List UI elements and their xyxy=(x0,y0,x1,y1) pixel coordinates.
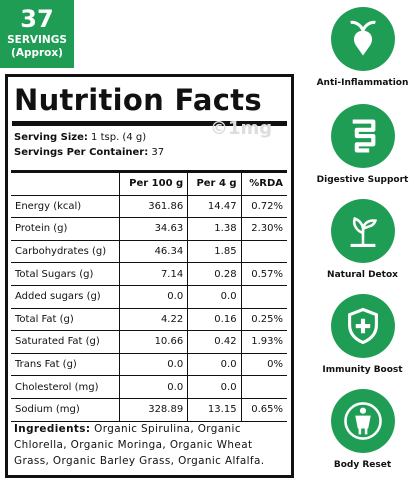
cell-value: 4.22 xyxy=(118,307,189,332)
header-row: Per 100 g Per 4 g %RDA xyxy=(11,170,287,196)
nutrient-name: Sodium (mg) xyxy=(11,397,120,422)
cell-value: 46.34 xyxy=(118,239,189,264)
servings-per-container: Servings Per Container: 37 xyxy=(14,145,291,160)
nutrient-name: Total Fat (g) xyxy=(11,307,120,332)
table-row: Saturated Fat (g) 10.66 0.42 1.93% xyxy=(11,330,287,354)
cell-value: 1.85 xyxy=(187,239,242,264)
cell-value: 7.14 xyxy=(118,262,189,286)
benefit: Immunity Boost xyxy=(312,293,413,375)
cell-value: 0.28 xyxy=(187,262,242,286)
badge-number: 37 xyxy=(20,5,54,33)
serving-size-value: 1 tsp. (4 g) xyxy=(91,132,147,143)
nutrient-name: Cholesterol (mg) xyxy=(11,375,120,399)
ingredients-text: Organic Spirulina, Organic Chlorella, Or… xyxy=(14,423,265,467)
serving-size: Serving Size: 1 tsp. (4 g) xyxy=(14,130,291,145)
cell-value: 0.0 xyxy=(118,352,189,377)
cell-value: 14.47 xyxy=(187,194,242,219)
spc-label: Servings Per Container: xyxy=(14,147,149,158)
benefit: Body Reset xyxy=(312,388,413,470)
benefit-label: Natural Detox xyxy=(327,270,398,280)
benefit-icon xyxy=(330,294,395,358)
ingredients-label: Ingredients: xyxy=(14,423,91,435)
cell-value: 0.0 xyxy=(118,284,189,309)
nutrition-table: Per 100 g Per 4 g %RDA Energy (kcal) 361.86 1… xyxy=(11,170,287,422)
table-row: Total Sugars (g) 7.14 0.28 0.57% xyxy=(11,262,287,286)
empty-cell xyxy=(240,284,287,309)
nutrient-name: Carbohydrates (g) xyxy=(11,239,120,264)
benefit-label: Anti-Inflammation xyxy=(316,78,409,88)
column-header: Per 4 g xyxy=(187,170,242,196)
cell-value: 0.0 xyxy=(187,375,242,399)
cell-value: 0.65% xyxy=(240,397,287,422)
cell-value: 0.25% xyxy=(240,307,287,332)
benefit-label: Body Reset xyxy=(333,460,392,470)
empty-cell xyxy=(240,375,287,399)
benefit: Anti-Inflammation xyxy=(312,6,413,88)
cell-value: 0.16 xyxy=(187,307,242,332)
cell-value: 10.66 xyxy=(118,330,189,354)
cell-value: 0.42 xyxy=(187,330,242,354)
benefit-icon xyxy=(330,104,395,168)
spc-value: 37 xyxy=(151,147,165,158)
cell-value: 1.38 xyxy=(187,217,242,241)
table-row: Carbohydrates (g) 46.34 1.85 xyxy=(11,239,287,264)
benefit: Digestive Support xyxy=(312,103,413,185)
nutrition-panel: Nutrition Facts Serving Size: 1 tsp. (4 … xyxy=(5,74,294,478)
benefit-icon xyxy=(330,199,395,263)
header-blank xyxy=(11,170,120,196)
cell-value: 34.63 xyxy=(118,217,189,241)
table-row: Sodium (mg) 328.89 13.15 0.65% xyxy=(11,397,287,422)
rule xyxy=(12,121,287,126)
cell-value: 13.15 xyxy=(187,397,242,422)
benefit-label: Digestive Support xyxy=(316,175,409,185)
cell-value: 2.30% xyxy=(240,217,287,241)
nutrient-name: Energy (kcal) xyxy=(11,194,120,219)
nutrient-name: Total Sugars (g) xyxy=(11,262,120,286)
benefit-label: Immunity Boost xyxy=(322,365,403,375)
cell-value: 0% xyxy=(240,352,287,377)
cell-value: 0.72% xyxy=(240,194,287,219)
table-row: Trans Fat (g) 0.0 0.0 0% xyxy=(11,352,287,377)
cell-value: 0.57% xyxy=(240,262,287,286)
cell-value: 361.86 xyxy=(118,194,189,219)
cell-value: 0.0 xyxy=(187,284,242,309)
watermark: ©1mg xyxy=(210,118,273,139)
nutrient-name: Added sugars (g) xyxy=(11,284,120,309)
serving-size-label: Serving Size: xyxy=(14,132,88,143)
badge-label: SERVINGS xyxy=(7,34,67,46)
cell-value: 0.0 xyxy=(187,352,242,377)
column-header: Per 100 g xyxy=(118,170,189,196)
table-row: Total Fat (g) 4.22 0.16 0.25% xyxy=(11,307,287,332)
nutrient-name: Saturated Fat (g) xyxy=(11,330,120,354)
table-row: Protein (g) 34.63 1.38 2.30% xyxy=(11,217,287,241)
nutrient-name: Protein (g) xyxy=(11,217,120,241)
empty-cell xyxy=(240,239,287,264)
benefit-icon xyxy=(330,389,395,453)
table-row: Energy (kcal) 361.86 14.47 0.72% xyxy=(11,194,287,219)
title: Nutrition Facts xyxy=(14,83,262,117)
ingredients: Ingredients: Organic Spirulina, Organic … xyxy=(14,421,286,469)
column-header: %RDA xyxy=(240,170,287,196)
benefit: Natural Detox xyxy=(312,198,413,280)
badge-sub: (Approx) xyxy=(11,47,63,59)
cell-value: 328.89 xyxy=(118,397,189,422)
table-row: Added sugars (g) 0.0 0.0 xyxy=(11,284,287,309)
benefit-icon xyxy=(330,7,395,71)
cell-value: 0.0 xyxy=(118,375,189,399)
nutrient-name: Trans Fat (g) xyxy=(11,352,120,377)
servings-badge: 37 SERVINGS (Approx) xyxy=(0,0,74,68)
table-row: Cholesterol (mg) 0.0 0.0 xyxy=(11,375,287,399)
cell-value: 1.93% xyxy=(240,330,287,354)
